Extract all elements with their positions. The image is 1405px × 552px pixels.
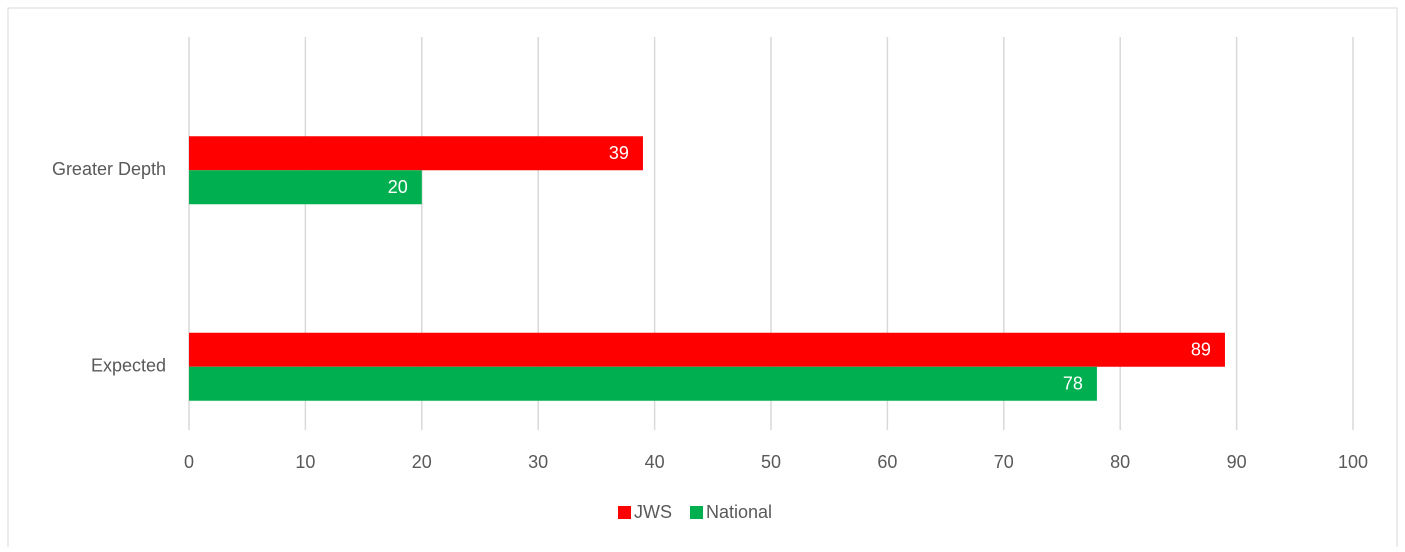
- y-tick-label: Greater Depth: [52, 159, 166, 179]
- legend-swatch: [618, 506, 631, 519]
- x-tick-label: 20: [412, 452, 432, 472]
- legend-label: JWS: [634, 502, 672, 522]
- x-tick-label: 0: [184, 452, 194, 472]
- data-label: 78: [1063, 374, 1083, 394]
- x-tick-label: 10: [295, 452, 315, 472]
- legend-swatch: [690, 506, 703, 519]
- data-label: 20: [388, 177, 408, 197]
- legend-label: National: [706, 502, 772, 522]
- x-tick-label: 70: [994, 452, 1014, 472]
- bar: [189, 332, 1225, 367]
- bar: [189, 136, 643, 171]
- bar: [189, 170, 422, 205]
- bar: [189, 366, 1097, 401]
- x-tick-label: 30: [528, 452, 548, 472]
- x-tick-label: 60: [877, 452, 897, 472]
- x-tick-label: 80: [1110, 452, 1130, 472]
- data-label: 39: [609, 143, 629, 163]
- data-label: 89: [1191, 340, 1211, 360]
- chart-frame: [7, 7, 1398, 552]
- x-tick-label: 40: [645, 452, 665, 472]
- x-tick-label: 100: [1338, 452, 1368, 472]
- x-tick-label: 90: [1227, 452, 1247, 472]
- y-tick-label: Expected: [91, 356, 166, 376]
- x-tick-label: 50: [761, 452, 781, 472]
